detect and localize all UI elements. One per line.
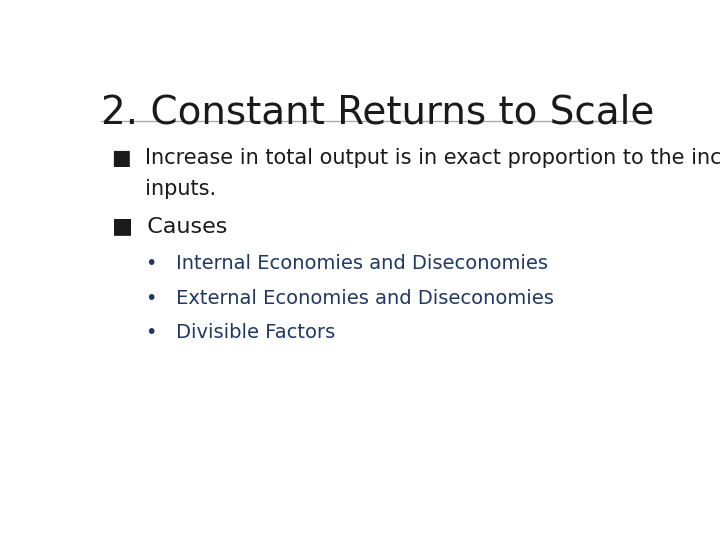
- Text: •   Internal Economies and Diseconomies: • Internal Economies and Diseconomies: [145, 254, 548, 273]
- Text: 2. Constant Returns to Scale: 2. Constant Returns to Scale: [101, 94, 654, 132]
- Text: Darshan Institute of Engineering & Technology: Darshan Institute of Engineering & Techn…: [182, 513, 538, 528]
- Text: Unit-2 Theory of Production and Cost: Unit-2 Theory of Production and Cost: [22, 513, 305, 528]
- Text: ■  Increase in total output is in exact proportion to the increase in: ■ Increase in total output is in exact p…: [112, 148, 720, 168]
- Text: 32: 32: [679, 513, 698, 528]
- Text: ■  Causes: ■ Causes: [112, 217, 228, 237]
- Text: inputs.: inputs.: [112, 179, 217, 199]
- Text: •   Divisible Factors: • Divisible Factors: [145, 323, 335, 342]
- Text: •   External Economies and Diseconomies: • External Economies and Diseconomies: [145, 288, 554, 307]
